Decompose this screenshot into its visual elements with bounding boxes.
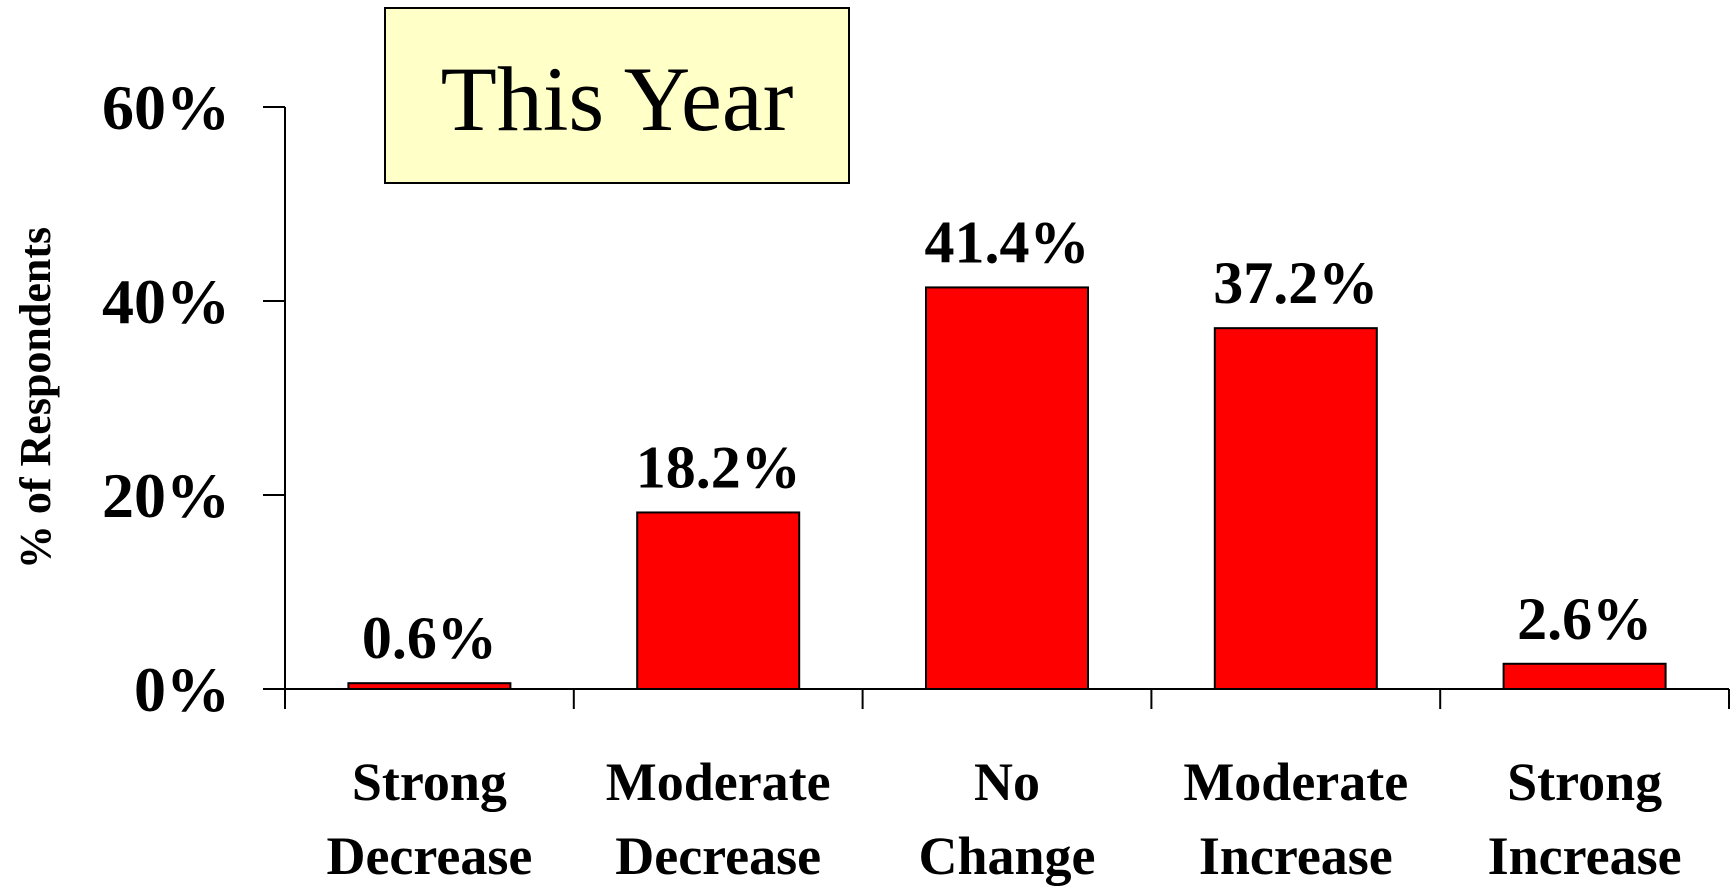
bar xyxy=(637,512,799,689)
chart: This Year % of Respondents 0% 20% 40% 60% 0.… xyxy=(0,0,1736,888)
value-label: 37.2% xyxy=(1213,250,1378,316)
y-tick-label: 40% xyxy=(102,266,230,337)
value-label: 2.6% xyxy=(1517,586,1652,652)
y-axis-label: % of Respondents xyxy=(11,227,60,569)
y-tick-label: 0% xyxy=(134,654,230,725)
y-tick-label: 60% xyxy=(102,72,230,143)
value-label: 41.4% xyxy=(925,209,1090,275)
chart-title: This Year xyxy=(441,48,794,150)
bar xyxy=(348,683,510,689)
y-tick-label: 20% xyxy=(102,460,230,531)
bar xyxy=(1504,664,1666,689)
bar xyxy=(926,287,1088,689)
value-label: 18.2% xyxy=(636,434,801,500)
bar xyxy=(1215,328,1377,689)
value-label: 0.6% xyxy=(362,605,497,671)
